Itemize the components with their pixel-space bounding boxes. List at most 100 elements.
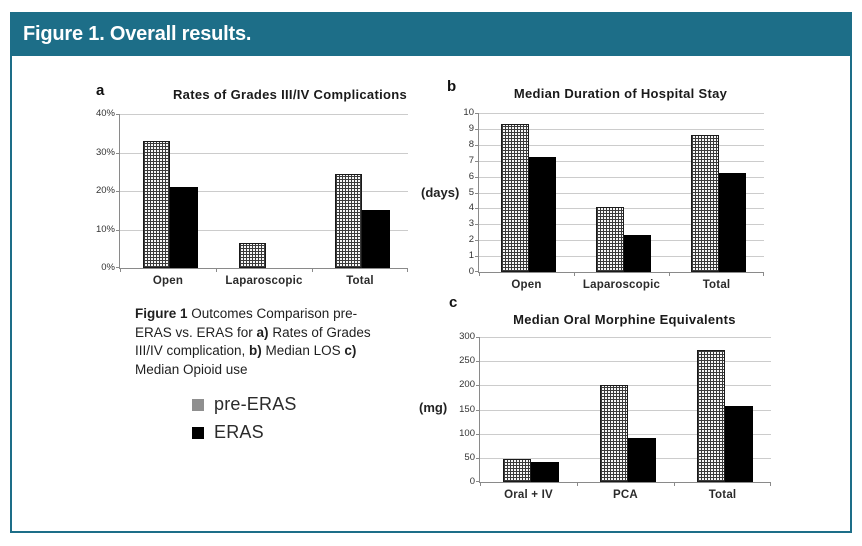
bar-eras: [530, 461, 560, 482]
y-tick-label: 0%: [101, 262, 115, 273]
bar-eras: [623, 235, 652, 272]
caption-text-1: Outcomes Comparison pre-ERAS vs. ERAS fo…: [135, 306, 358, 340]
legend-label-pre-eras: pre-ERAS: [214, 394, 297, 414]
y-tick-label: 2: [468, 234, 474, 246]
x-category-label: Total: [346, 275, 374, 287]
y-tick-mark: [476, 457, 480, 459]
y-tick-label: 40%: [95, 108, 115, 119]
gridline: [120, 114, 408, 115]
x-tick-mark: [763, 272, 764, 276]
bar-pre-eras: [501, 124, 529, 272]
y-tick-mark: [476, 361, 480, 363]
bar-eras: [362, 210, 391, 268]
chart-c-title: Median Oral Morphine Equivalents: [513, 312, 736, 327]
caption-text-4: Median Opioid use: [135, 361, 248, 377]
chart-a-plot: 0% 10% 20% 30% 40% Open Laparoscopic Total: [96, 108, 408, 287]
chart-b-title: Median Duration of Hospital Stay: [513, 86, 728, 101]
chart-b-plot: 0 1 2 3 4 5 6 7 8 9 10 Open Laparoscopic Total: [463, 107, 764, 291]
caption-panel-b-ref: b): [249, 343, 262, 358]
caption-text-3: Median LOS: [261, 343, 345, 358]
gridline: [479, 192, 764, 194]
y-tick-mark: [116, 191, 120, 192]
y-tick-label: 300: [459, 331, 475, 342]
gridline: [480, 337, 771, 338]
legend-item-pre-eras: pre-ERAS: [192, 394, 297, 415]
y-tick-mark: [475, 176, 479, 178]
panel-c-letter: c: [449, 294, 458, 311]
y-tick-label: 9: [468, 122, 474, 134]
figure-caption: Figure 1 Outcomes Comparison pre-ERAS vs…: [135, 305, 375, 379]
gridline: [120, 229, 408, 231]
y-tick-mark: [476, 385, 480, 387]
x-category-label: Open: [511, 279, 542, 291]
y-tick-mark: [476, 433, 480, 435]
gridline: [120, 152, 408, 154]
y-tick-label: 100: [459, 427, 475, 439]
y-tick-label: 250: [459, 355, 475, 367]
y-tick-label: 4: [468, 202, 474, 214]
y-tick-mark: [116, 114, 120, 115]
caption-panel-a-ref: a): [256, 324, 269, 340]
y-tick-label: 10: [463, 107, 474, 118]
y-tick-mark: [475, 113, 479, 114]
y-tick-label: 30%: [95, 146, 115, 158]
y-tick-label: 3: [468, 218, 474, 230]
bar-eras: [170, 187, 199, 268]
gridline: [120, 191, 408, 192]
x-tick-mark: [577, 482, 578, 486]
gridline: [479, 113, 764, 114]
pre-eras-swatch-icon: [192, 398, 204, 411]
x-tick-mark: [407, 268, 408, 272]
chart-c-y-axis-unit: (mg): [419, 400, 448, 415]
y-tick-mark: [116, 267, 120, 268]
figure-header-bar: Figure 1. Overall results.: [10, 12, 852, 56]
bar-pre-eras: [502, 458, 531, 482]
y-tick-label: 8: [468, 138, 474, 150]
x-tick-mark: [216, 268, 217, 272]
legend-item-eras: ERAS: [192, 422, 297, 443]
y-tick-label: 0: [468, 266, 474, 277]
y-tick-mark: [475, 128, 479, 130]
y-tick-label: 20%: [95, 185, 115, 196]
y-tick-mark: [475, 144, 479, 146]
x-category-label: Oral + IV: [504, 489, 553, 501]
caption-panel-c-ref: c): [344, 343, 357, 358]
caption-figure-ref: Figure 1: [135, 306, 188, 321]
y-tick-label: 5: [468, 186, 474, 198]
x-tick-mark: [770, 482, 771, 486]
chart-a-title: Rates of Grades III/IV Complications: [172, 87, 408, 102]
y-tick-mark: [476, 409, 480, 411]
gridline: [479, 176, 764, 178]
y-tick-mark: [116, 229, 120, 231]
y-tick-mark: [475, 224, 479, 226]
bar-pre-eras: [238, 242, 267, 268]
bar-eras: [724, 405, 754, 482]
x-tick-mark: [120, 268, 121, 272]
x-category-label: Open: [152, 275, 184, 287]
gridline: [479, 144, 764, 146]
x-category-label: Total: [708, 489, 737, 501]
x-category-label: Laparoscopic: [582, 279, 661, 291]
bar-pre-eras: [691, 135, 719, 272]
panel-a-letter: a: [96, 82, 105, 99]
bar-pre-eras: [596, 206, 624, 272]
y-tick-label: 6: [468, 170, 474, 182]
legend: pre-ERAS ERAS: [192, 394, 297, 450]
x-tick-mark: [312, 268, 313, 272]
x-category-label: PCA: [613, 489, 638, 501]
y-tick-mark: [475, 240, 479, 242]
figure-header-title: Figure 1. Overall results.: [23, 22, 252, 45]
bar-eras: [718, 172, 747, 272]
y-tick-mark: [475, 256, 479, 258]
y-tick-mark: [476, 481, 480, 482]
y-tick-mark: [475, 271, 479, 272]
x-tick-mark: [480, 482, 481, 486]
chart-c-plot: 0 50 100 150 200 250 300 Oral + IV PCA Total: [459, 331, 771, 501]
y-tick-mark: [475, 192, 479, 194]
y-tick-label: 200: [459, 379, 475, 391]
chart-b-y-axis-unit: (days): [421, 185, 460, 200]
x-category-label: Laparoscopic: [225, 275, 303, 287]
caption-text-2: Rates of Grades III/IV complication,: [135, 324, 371, 359]
panel-b-letter: b: [447, 78, 457, 95]
